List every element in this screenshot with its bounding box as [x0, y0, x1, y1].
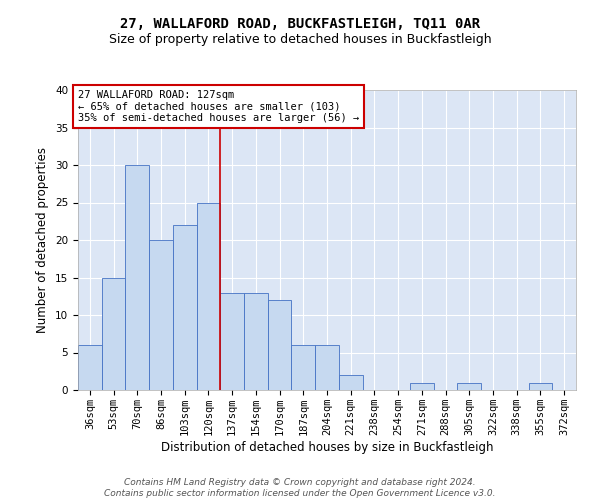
Bar: [315, 345, 339, 390]
Bar: [268, 300, 292, 390]
Text: 27, WALLAFORD ROAD, BUCKFASTLEIGH, TQ11 0AR: 27, WALLAFORD ROAD, BUCKFASTLEIGH, TQ11 …: [120, 18, 480, 32]
Text: Contains HM Land Registry data © Crown copyright and database right 2024.
Contai: Contains HM Land Registry data © Crown c…: [104, 478, 496, 498]
Bar: [410, 382, 434, 390]
Bar: [173, 225, 197, 390]
Bar: [197, 202, 220, 390]
Bar: [125, 165, 149, 390]
Bar: [102, 278, 125, 390]
Bar: [220, 292, 244, 390]
Bar: [457, 382, 481, 390]
Text: 27 WALLAFORD ROAD: 127sqm
← 65% of detached houses are smaller (103)
35% of semi: 27 WALLAFORD ROAD: 127sqm ← 65% of detac…: [78, 90, 359, 123]
Bar: [529, 382, 552, 390]
Text: Size of property relative to detached houses in Buckfastleigh: Size of property relative to detached ho…: [109, 32, 491, 46]
Bar: [78, 345, 102, 390]
Bar: [244, 292, 268, 390]
X-axis label: Distribution of detached houses by size in Buckfastleigh: Distribution of detached houses by size …: [161, 440, 493, 454]
Bar: [149, 240, 173, 390]
Y-axis label: Number of detached properties: Number of detached properties: [37, 147, 49, 333]
Bar: [292, 345, 315, 390]
Bar: [339, 375, 362, 390]
